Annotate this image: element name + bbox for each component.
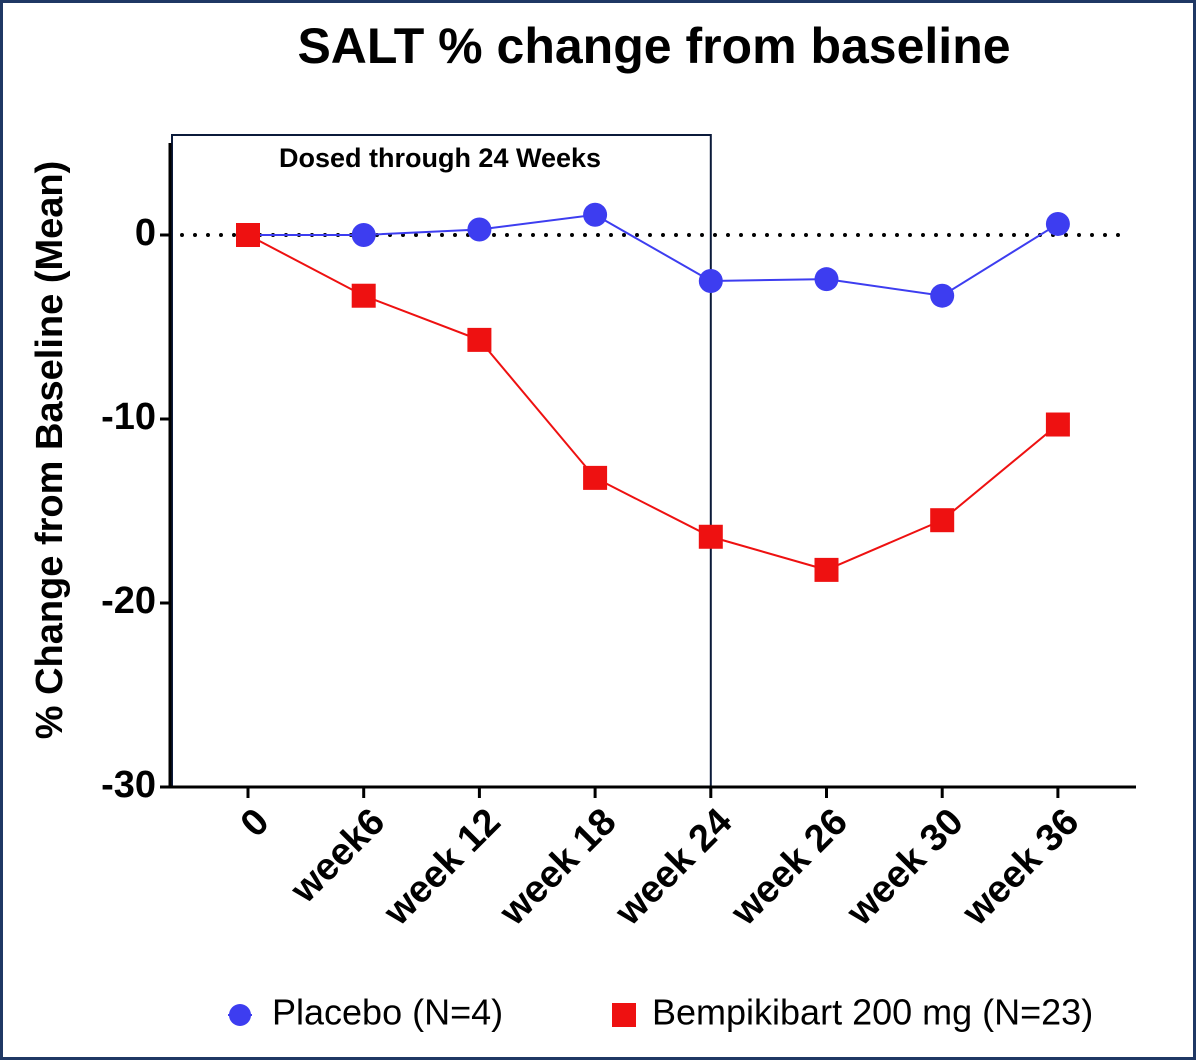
data-point bbox=[236, 223, 260, 247]
legend-label: Bempikibart 200 mg (N=23) bbox=[652, 992, 1093, 1033]
legend-marker bbox=[229, 1004, 251, 1026]
legend-marker bbox=[612, 1003, 636, 1027]
data-point bbox=[1045, 211, 1070, 236]
y-axis-label: % Change from Baseline (Mean) bbox=[29, 161, 71, 740]
data-point bbox=[351, 223, 376, 247]
data-point bbox=[698, 524, 723, 549]
legend-label: Placebo (N=4) bbox=[272, 992, 503, 1033]
annotation: Dosed through 24 Weeks bbox=[279, 143, 601, 173]
data-point bbox=[698, 269, 723, 293]
data-point bbox=[351, 283, 376, 308]
data-point bbox=[814, 267, 839, 292]
y-tick-label: 0 bbox=[135, 212, 156, 254]
y-tick-label: -30 bbox=[101, 764, 156, 806]
data-point bbox=[930, 508, 955, 533]
data-point bbox=[930, 283, 955, 308]
data-point bbox=[467, 327, 492, 352]
data-point bbox=[467, 217, 492, 242]
chart-title: SALT % change from baseline bbox=[297, 18, 1010, 74]
y-tick-label: -20 bbox=[101, 580, 156, 622]
data-point bbox=[1045, 412, 1070, 437]
series-line bbox=[248, 213, 1059, 297]
series-line bbox=[247, 234, 1059, 571]
data-point bbox=[583, 202, 608, 227]
data-point bbox=[583, 465, 608, 490]
data-point bbox=[814, 557, 839, 582]
y-tick-label: -10 bbox=[101, 396, 156, 438]
